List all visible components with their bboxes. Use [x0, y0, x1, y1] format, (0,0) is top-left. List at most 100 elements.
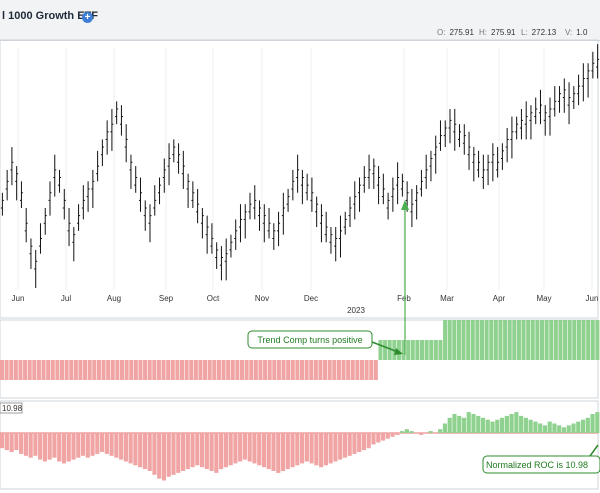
roc-bar [33, 433, 38, 456]
roc-bar [271, 433, 276, 471]
roc-bar [333, 433, 338, 462]
trend-bar [258, 360, 263, 380]
trend-bar [115, 360, 120, 380]
trend-bar [383, 340, 388, 360]
roc-bar [142, 433, 148, 470]
x-tick-label: Aug [107, 294, 121, 303]
trend-bar [516, 320, 521, 360]
x-tick-label: Feb [397, 294, 411, 303]
trend-bar [92, 360, 97, 380]
x-tick-label: Nov [255, 294, 269, 303]
trend-bar [336, 360, 341, 380]
trend-bar [424, 340, 429, 360]
trend-bar [410, 340, 415, 360]
trend-bar [46, 360, 51, 380]
roc-bar [209, 433, 214, 471]
trend-bar [378, 340, 383, 360]
x-tick-label: Oct [207, 294, 220, 303]
roc-bar [190, 433, 195, 468]
roc-bar [347, 433, 352, 456]
roc-bar [390, 433, 395, 437]
roc-bar [38, 433, 43, 460]
trend-bar [369, 360, 374, 380]
roc-bar [57, 433, 62, 462]
trend-bar [341, 360, 346, 380]
roc-bar [71, 433, 76, 460]
trend-bar [267, 360, 272, 380]
trend-bar [193, 360, 198, 380]
price-panel-frame [0, 39, 599, 319]
trend-bar [387, 340, 392, 360]
roc-bar [571, 423, 576, 433]
roc-bar [9, 433, 14, 452]
trend-bar [96, 360, 101, 380]
trend-bar [350, 360, 355, 380]
ohlc-open-value: 275.91 [449, 28, 474, 37]
trend-bar [595, 320, 600, 360]
roc-bar [504, 415, 509, 433]
trend-bar [106, 360, 111, 380]
roc-bar [200, 433, 205, 468]
trend-bar [249, 360, 254, 380]
trend-bar [221, 360, 226, 380]
roc-bar [80, 433, 86, 456]
roc-bar [452, 414, 457, 433]
roc-bar [47, 433, 52, 460]
trend-bar [198, 360, 203, 380]
roc-bar [119, 433, 124, 460]
ohlc-high: H: 275.91 [479, 28, 515, 37]
trend-bar [309, 360, 314, 380]
roc-bar [485, 419, 490, 433]
roc-bar [95, 433, 100, 454]
trend-bar [521, 320, 526, 360]
roc-bar [404, 429, 409, 433]
roc-bar [380, 433, 386, 441]
trend-bar [64, 360, 69, 380]
roc-bar [480, 417, 486, 433]
roc-bar [0, 433, 5, 449]
roc-bar [128, 433, 133, 464]
roc-bar [157, 433, 162, 479]
ohlc-low: L: 272.13 [521, 28, 556, 37]
ohlc-open: O: 275.91 [437, 28, 474, 37]
ohlc-volume-value: 1.0 [576, 28, 588, 37]
trend-bar [553, 320, 558, 360]
roc-bar [357, 433, 362, 452]
trend-annotation-box [247, 330, 373, 349]
roc-bar [428, 431, 433, 433]
trend-bar [55, 360, 60, 380]
trend-bar [50, 360, 55, 380]
roc-bar [252, 433, 257, 464]
roc-bar [309, 433, 314, 464]
x-tick-label: Dec [304, 294, 318, 303]
roc-bar [19, 433, 24, 454]
trend-bar [304, 360, 309, 380]
trend-bar [480, 320, 485, 360]
roc-bar [371, 433, 376, 445]
roc-bar [500, 417, 505, 433]
roc-bar [419, 433, 424, 435]
trend-bar [147, 360, 152, 380]
trend-bar [18, 360, 23, 380]
trend-bar [41, 360, 46, 380]
roc-bar [61, 433, 67, 464]
roc-bar [476, 415, 481, 433]
trend-bar [133, 360, 138, 380]
trend-bar [0, 360, 5, 380]
trend-bar [138, 360, 143, 380]
roc-bar [595, 412, 600, 433]
roc-bar [290, 433, 295, 468]
trend-bar [470, 320, 475, 360]
roc-bar [123, 433, 128, 462]
roc-bar [319, 433, 324, 468]
trend-bar [36, 360, 41, 380]
trend-bar [576, 320, 581, 360]
trend-bar [23, 360, 28, 380]
trend-bar [540, 320, 545, 360]
trend-bar [355, 360, 360, 380]
roc-bar [100, 433, 105, 452]
roc-bar [552, 423, 557, 433]
year-label: 2023 [347, 306, 365, 315]
add-plus-icon[interactable]: + [82, 12, 93, 23]
